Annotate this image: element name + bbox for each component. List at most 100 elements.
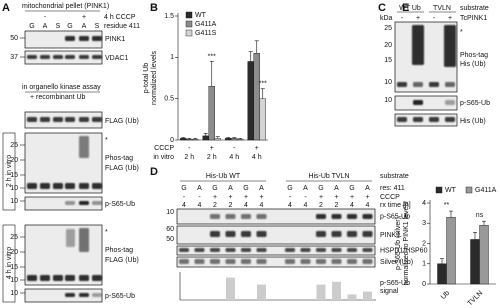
band xyxy=(53,117,63,122)
band xyxy=(413,117,423,122)
sign: + xyxy=(319,194,323,201)
label: res: 411 xyxy=(380,185,405,192)
band xyxy=(92,201,102,205)
band xyxy=(397,117,407,122)
legend-label: G411S xyxy=(195,30,217,37)
band xyxy=(429,117,439,122)
band xyxy=(429,82,439,87)
bar xyxy=(226,277,235,300)
lane-label: G xyxy=(349,185,354,192)
marker: 10 xyxy=(384,97,392,104)
band xyxy=(92,293,102,297)
lane-label: A xyxy=(43,23,48,30)
band xyxy=(347,214,357,219)
sign: + xyxy=(259,194,263,201)
band xyxy=(66,229,75,247)
band xyxy=(79,201,89,205)
significance: ** xyxy=(444,202,450,209)
bar xyxy=(247,61,254,141)
band xyxy=(331,248,342,252)
lane-label: G xyxy=(67,23,72,30)
panel-label: C xyxy=(378,2,386,14)
marker: 15 xyxy=(10,172,18,179)
marker: 37 xyxy=(10,54,18,61)
sign: - xyxy=(401,15,404,22)
band xyxy=(256,248,267,252)
band xyxy=(362,259,373,264)
lane-label: G xyxy=(181,185,186,192)
band xyxy=(210,248,220,252)
blot-label: His (Ub) xyxy=(460,61,486,68)
band xyxy=(347,259,357,264)
band xyxy=(445,100,455,105)
bar xyxy=(437,263,447,285)
row-label: CCCP xyxy=(154,145,174,152)
lane-label: G xyxy=(318,185,323,192)
label: 4 h CCCP xyxy=(104,14,136,21)
marker: 20 xyxy=(10,249,18,256)
lane-label: G xyxy=(29,23,34,30)
lane-label: 4 xyxy=(244,202,248,209)
x-tick-label: 2 h xyxy=(207,154,217,161)
marker: 20 xyxy=(384,42,392,49)
y-tick-label: 4 xyxy=(422,200,426,207)
lane-label: G xyxy=(287,185,292,192)
blot-label: PINK1 xyxy=(380,232,400,239)
blot xyxy=(176,208,376,225)
bar xyxy=(231,138,238,141)
lane-label: 4 xyxy=(350,202,354,209)
sign: - xyxy=(233,145,236,152)
marker: 10 xyxy=(166,209,174,216)
bar xyxy=(202,135,209,141)
panel-label: A xyxy=(2,2,10,14)
panel-label: B xyxy=(150,2,158,14)
label: residue 411 xyxy=(104,23,140,30)
sign: + xyxy=(448,15,452,22)
band xyxy=(79,136,89,158)
marker: 15 xyxy=(384,57,392,64)
sign: + xyxy=(255,145,259,152)
legend-swatch xyxy=(185,29,193,37)
blot-label: FLAG (Ub) xyxy=(105,118,139,125)
band xyxy=(210,214,220,219)
band xyxy=(79,293,89,297)
band xyxy=(27,117,37,122)
sign: + xyxy=(228,194,232,201)
sign: - xyxy=(183,194,186,201)
label: kDa xyxy=(380,15,393,22)
y-tick-label: 0 xyxy=(170,137,174,144)
band xyxy=(316,214,326,219)
lane-label: A xyxy=(82,23,87,30)
blot-label: His (Ub) xyxy=(460,118,486,125)
band xyxy=(362,231,373,237)
band xyxy=(225,259,236,264)
band xyxy=(241,214,251,219)
band xyxy=(27,183,37,189)
legend-swatch xyxy=(465,186,473,194)
sign: + xyxy=(416,15,420,22)
bar xyxy=(479,225,489,285)
header: in organello kinase assay xyxy=(22,84,101,91)
label: CCCP xyxy=(380,194,400,201)
band xyxy=(79,275,89,281)
section-label: 2 h in vitro xyxy=(6,155,13,187)
bar xyxy=(253,53,260,141)
band xyxy=(225,214,236,219)
blot xyxy=(394,113,458,127)
sign: - xyxy=(188,145,191,152)
sign: + xyxy=(365,194,369,201)
band xyxy=(445,82,455,87)
band xyxy=(92,117,102,122)
lane-label: 4 xyxy=(366,202,370,209)
blot xyxy=(176,256,376,268)
star: * xyxy=(105,229,108,236)
band xyxy=(256,259,267,264)
band xyxy=(65,36,75,41)
marker: 10 xyxy=(10,277,18,284)
blot-label: p-S65-Ub xyxy=(460,100,490,107)
x-tick-label: TVLN xyxy=(467,290,485,308)
blot-label: p-S65-Ub xyxy=(105,293,135,300)
band xyxy=(92,183,102,189)
band xyxy=(445,117,455,122)
band xyxy=(194,259,205,264)
